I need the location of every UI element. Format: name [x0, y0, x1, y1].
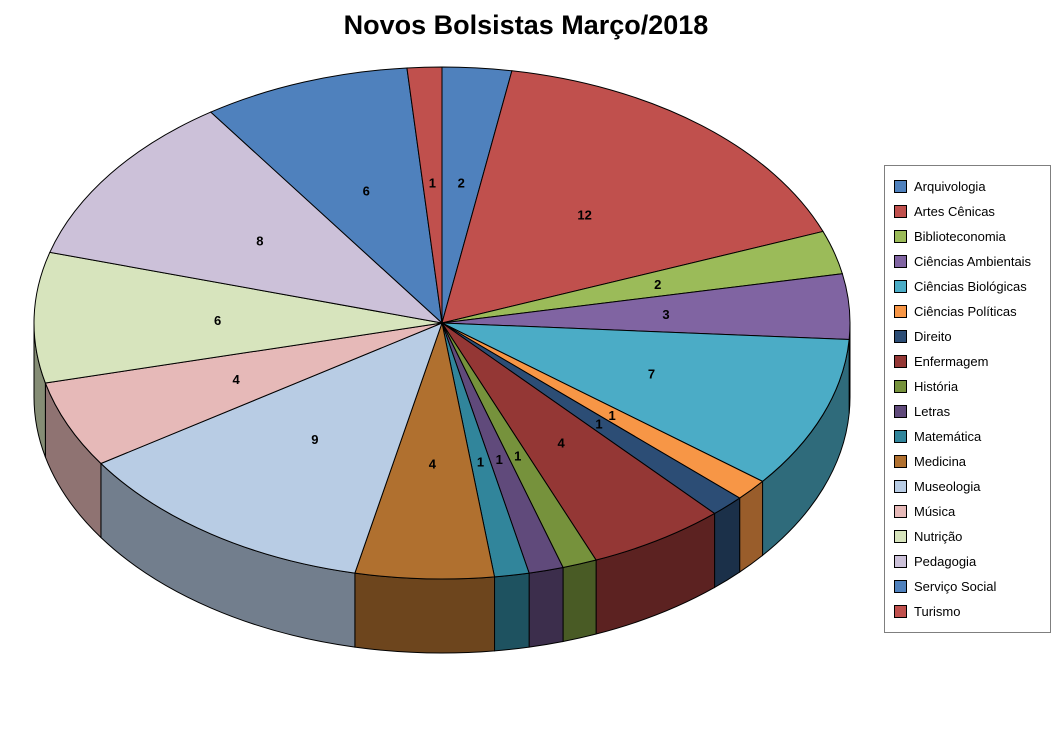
legend-swatch	[894, 455, 907, 468]
pie-slice-value-label: 1	[496, 452, 503, 467]
legend-item: Serviço Social	[894, 574, 1044, 599]
legend-item: Arquivologia	[894, 174, 1044, 199]
legend-item: Ciências Ambientais	[894, 249, 1044, 274]
legend-label: Medicina	[914, 454, 967, 469]
pie-slice-value-label: 12	[577, 207, 591, 222]
legend-label: Música	[914, 504, 956, 519]
pie-slice-value-label: 1	[429, 175, 436, 190]
pie-slice: Enfermagem: 4	[441, 322, 716, 561]
legend-label: História	[914, 379, 959, 394]
pie-slice-value-label: 2	[458, 176, 465, 191]
legend-item: Pedagogia	[894, 549, 1044, 574]
legend-swatch	[894, 355, 907, 368]
legend: Arquivologia Artes Cênicas Biblioteconomia…	[884, 165, 1051, 633]
legend-swatch	[894, 480, 907, 493]
pie-slice-value-label: 8	[256, 234, 263, 249]
pie-slice-value-label: 3	[662, 307, 669, 322]
legend-swatch	[894, 505, 907, 518]
legend-label: Letras	[914, 404, 951, 419]
pie-slice-value-label: 6	[214, 313, 221, 328]
legend-label: Ciências Políticas	[914, 304, 1017, 319]
pie-slice: Serviço Social: 6	[209, 67, 443, 325]
legend-label: Museologia	[914, 479, 981, 494]
legend-label: Ciências Ambientais	[914, 254, 1032, 269]
pie-slice: Nutrição: 6	[33, 251, 443, 384]
legend-item: Turismo	[894, 599, 1044, 624]
pie-slice: Museologia: 9	[100, 322, 443, 574]
pie-slice: Turismo: 1	[406, 66, 443, 324]
legend-swatch	[894, 180, 907, 193]
legend-swatch	[894, 530, 907, 543]
legend-item: Artes Cênicas	[894, 199, 1044, 224]
pie-slice-side	[494, 572, 530, 652]
legend-label: Pedagogia	[914, 554, 977, 569]
legend-item: Ciências Políticas	[894, 299, 1044, 324]
pie-slice-value-label: 1	[514, 449, 521, 464]
legend-label: Arquivologia	[914, 179, 986, 194]
legend-label: Artes Cênicas	[914, 204, 995, 219]
legend-swatch	[894, 405, 907, 418]
legend-swatch	[894, 305, 907, 318]
legend-item: Museologia	[894, 474, 1044, 499]
pie-slice-side	[528, 566, 564, 648]
legend-label: Nutrição	[914, 529, 963, 544]
legend-swatch	[894, 255, 907, 268]
legend-swatch	[894, 555, 907, 568]
pie-slice-value-label: 1	[595, 417, 602, 432]
legend-label: Serviço Social	[914, 579, 997, 594]
pie-slice: Artes Cênicas: 12	[441, 70, 824, 324]
legend-label: Enfermagem	[914, 354, 989, 369]
legend-label: Ciências Biológicas	[914, 279, 1027, 294]
pie-slice: Ciências Biológicas: 7	[441, 322, 850, 482]
legend-item: Matemática	[894, 424, 1044, 449]
pie-slice-value-label: 9	[311, 432, 318, 447]
pie-slice-value-label: 1	[609, 408, 616, 423]
legend-item: Música	[894, 499, 1044, 524]
legend-item: História	[894, 374, 1044, 399]
pie-slice-value-label: 4	[429, 457, 437, 472]
legend-swatch	[894, 430, 907, 443]
legend-item: Nutrição	[894, 524, 1044, 549]
legend-swatch	[894, 230, 907, 243]
pie-slice: Medicina: 4	[354, 321, 496, 580]
pie-slice-side	[354, 572, 496, 654]
legend-swatch	[894, 330, 907, 343]
pie-slice: Música: 4	[44, 322, 443, 465]
legend-item: Ciências Biológicas	[894, 274, 1044, 299]
pie-slice: Pedagogia: 8	[49, 111, 444, 324]
legend-item: Medicina	[894, 449, 1044, 474]
pie-slice-value-label: 1	[477, 455, 484, 470]
pie-slice-value-label: 4	[232, 372, 240, 387]
legend-item: Letras	[894, 399, 1044, 424]
pie-slice-side	[562, 559, 597, 643]
pie-slice-value-label: 7	[648, 366, 655, 381]
legend-item: Biblioteconomia	[894, 224, 1044, 249]
pie-slice-value-label: 2	[654, 277, 661, 292]
legend-swatch	[894, 605, 907, 618]
legend-swatch	[894, 380, 907, 393]
legend-label: Direito	[914, 329, 952, 344]
legend-item: Enfermagem	[894, 349, 1044, 374]
chart-title: Novos Bolsistas Março/2018	[343, 10, 709, 40]
legend-swatch	[894, 580, 907, 593]
legend-label: Biblioteconomia	[914, 229, 1006, 244]
legend-label: Turismo	[914, 604, 961, 619]
legend-swatch	[894, 205, 907, 218]
pie-slice-value-label: 4	[557, 435, 565, 450]
legend-swatch	[894, 280, 907, 293]
pie-slice-value-label: 6	[363, 183, 370, 198]
legend-item: Direito	[894, 324, 1044, 349]
legend-label: Matemática	[914, 429, 982, 444]
